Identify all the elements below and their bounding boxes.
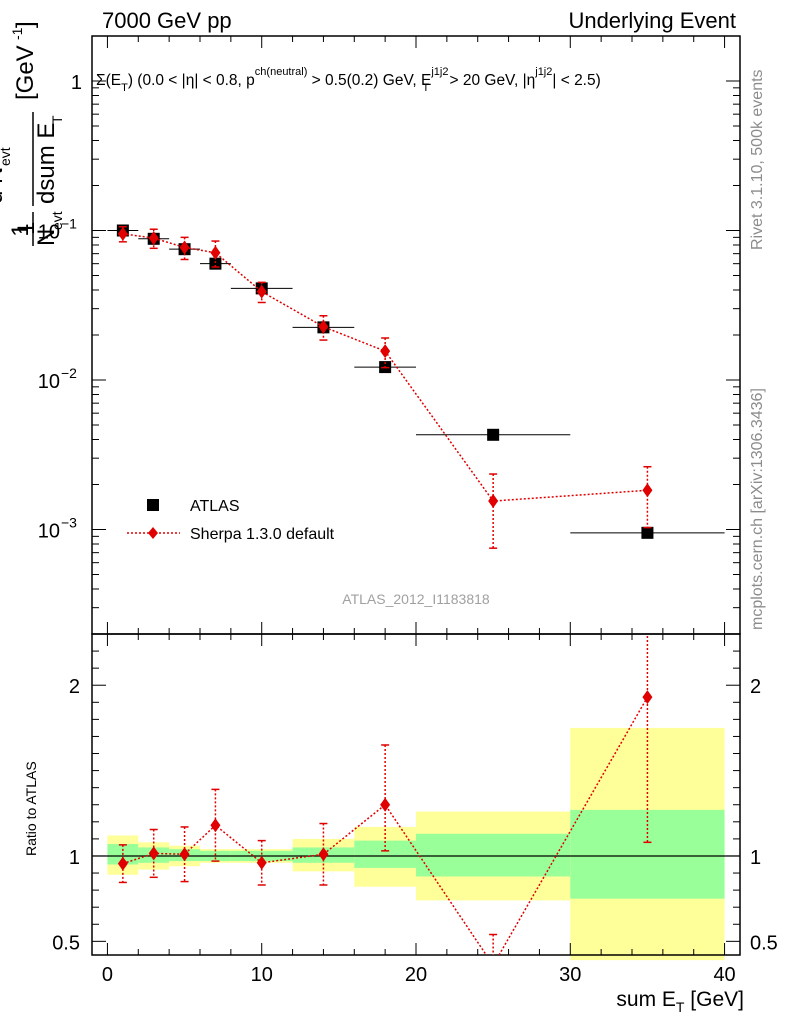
ratio-sherpa-point	[488, 958, 498, 972]
y-label-unit-close: ]	[12, 21, 39, 28]
sherpa-point	[179, 240, 190, 255]
ratio-y-tick-label: 2	[69, 676, 80, 698]
ratio-sherpa-point	[256, 855, 267, 870]
x-tick-label: 0	[102, 964, 113, 986]
ratio-y-tick-label-right: 2	[750, 676, 761, 698]
observable-label: Σ(ET) (0.0 < |η| < 0.8, pch(neutral) > 0…	[96, 66, 601, 94]
y-label-one: 1	[7, 223, 34, 236]
ratio-y-axis-label: Ratio to ATLAS	[23, 761, 39, 856]
ratio-sherpa-point	[380, 797, 391, 812]
y-tick-label: 10	[38, 222, 60, 244]
y-tick-label-exponent: −3	[61, 515, 77, 531]
ratio-sherpa-point	[210, 818, 221, 833]
y-tick-label: 10	[38, 521, 60, 543]
rivet-label: Rivet 3.1.10, 500k events	[749, 69, 766, 250]
y-label-unit: [GeV	[12, 45, 39, 100]
y-label-n-sub: evt	[49, 211, 65, 230]
header-left: 7000 GeV pp	[102, 8, 232, 33]
ratio-band-inner	[570, 809, 725, 899]
y-tick-label: 1	[71, 72, 82, 94]
ratio-sherpa-point	[148, 846, 159, 861]
ratio-y-tick-label: 1	[69, 847, 80, 869]
ratio-sherpa-point	[642, 690, 653, 705]
main-y-axis-label-rotated: 1Nevtd Nevtdsum ET[GeV-1]	[0, 21, 65, 246]
main-plot-panel	[91, 35, 741, 635]
ratio-series-group	[117, 634, 653, 972]
legend: ATLAS Sherpa 1.3.0 default	[127, 498, 335, 543]
sherpa-point	[488, 494, 499, 509]
sherpa-point	[318, 319, 329, 334]
y-tick-label-exponent: −1	[61, 216, 77, 232]
x-tick-label: 40	[713, 964, 735, 986]
ratio-band-inner	[416, 833, 571, 877]
ratio-sherpa-point	[318, 847, 329, 862]
main-y-axis-label-group: 1Nevtd Nevtdsum ET[GeV-1]	[0, 21, 65, 246]
legend-data-label: ATLAS	[190, 498, 240, 515]
y-label-dn: d N	[0, 167, 8, 204]
legend-mc-marker	[148, 527, 158, 539]
y-tick-label-exponent: −2	[61, 365, 77, 381]
ratio-plot-panel	[91, 633, 741, 972]
y-label-dsum: dsum E	[33, 123, 60, 204]
sherpa-point	[642, 483, 653, 498]
ratio-y-tick-label-right: 1	[750, 847, 761, 869]
sherpa-point	[256, 284, 267, 299]
ratio-band-inner	[354, 840, 416, 868]
atlas-point	[487, 428, 500, 441]
sherpa-point	[117, 226, 128, 241]
x-tick-label: 20	[405, 964, 427, 986]
y-label-dn-sub: evt	[0, 147, 13, 166]
x-tick-label: 30	[559, 964, 581, 986]
legend-data-marker	[147, 499, 159, 511]
y-label-dsum-sub: T	[49, 115, 65, 124]
y-tick-label: 10	[38, 371, 60, 393]
mcplots-label: mcplots.cern.ch [arXiv:1306.3436]	[749, 388, 766, 630]
sherpa-line	[122, 233, 648, 502]
ratio-y-tick-label-right: 0.5	[750, 932, 778, 954]
ratio-sherpa-point	[117, 856, 128, 871]
x-tick-label: 10	[251, 964, 273, 986]
ratio-sherpa-point	[179, 847, 190, 862]
analysis-id: ATLAS_2012_I1183818	[342, 591, 490, 607]
sherpa-point	[210, 245, 221, 260]
y-label-unit-sup: -1	[9, 27, 25, 40]
sherpa-point	[380, 344, 391, 359]
legend-mc-label: Sherpa 1.3.0 default	[190, 526, 335, 543]
x-axis-label: sum ET [GeV]	[616, 988, 744, 1015]
header-right: Underlying Event	[568, 8, 736, 33]
sherpa-point	[148, 231, 159, 246]
ratio-y-tick-label: 0.5	[52, 932, 80, 954]
atlas-point	[641, 526, 654, 539]
main-frame	[91, 35, 741, 635]
y-label-n: N	[33, 229, 60, 246]
